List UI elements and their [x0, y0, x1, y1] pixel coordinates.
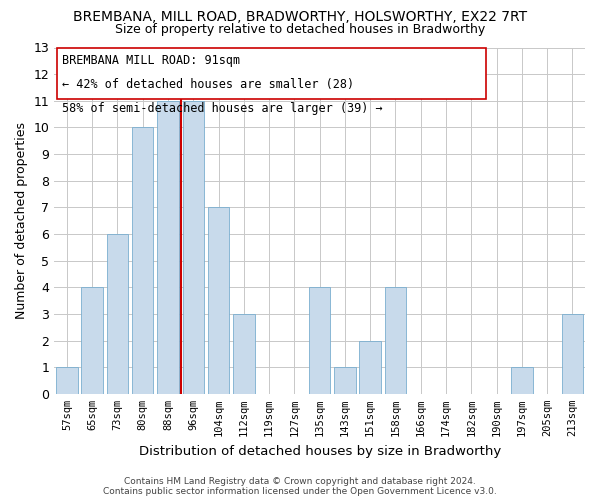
- Text: Contains public sector information licensed under the Open Government Licence v3: Contains public sector information licen…: [103, 488, 497, 496]
- Bar: [132, 128, 154, 394]
- Bar: [385, 287, 406, 394]
- Bar: [562, 314, 583, 394]
- Bar: [359, 340, 381, 394]
- X-axis label: Distribution of detached houses by size in Bradworthy: Distribution of detached houses by size …: [139, 444, 501, 458]
- Bar: [233, 314, 254, 394]
- Bar: [511, 367, 533, 394]
- Bar: [107, 234, 128, 394]
- Bar: [208, 208, 229, 394]
- Bar: [334, 367, 356, 394]
- Text: ← 42% of detached houses are smaller (28): ← 42% of detached houses are smaller (28…: [62, 78, 354, 91]
- Text: BREMBANA MILL ROAD: 91sqm: BREMBANA MILL ROAD: 91sqm: [62, 54, 240, 67]
- Text: BREMBANA, MILL ROAD, BRADWORTHY, HOLSWORTHY, EX22 7RT: BREMBANA, MILL ROAD, BRADWORTHY, HOLSWOR…: [73, 10, 527, 24]
- Text: 58% of semi-detached houses are larger (39) →: 58% of semi-detached houses are larger (…: [62, 102, 382, 115]
- Bar: [82, 287, 103, 394]
- Bar: [56, 367, 77, 394]
- Bar: [309, 287, 331, 394]
- Y-axis label: Number of detached properties: Number of detached properties: [15, 122, 28, 319]
- Bar: [57, 48, 487, 100]
- Bar: [182, 101, 204, 394]
- Bar: [157, 101, 179, 394]
- Text: Contains HM Land Registry data © Crown copyright and database right 2024.: Contains HM Land Registry data © Crown c…: [124, 478, 476, 486]
- Text: Size of property relative to detached houses in Bradworthy: Size of property relative to detached ho…: [115, 22, 485, 36]
